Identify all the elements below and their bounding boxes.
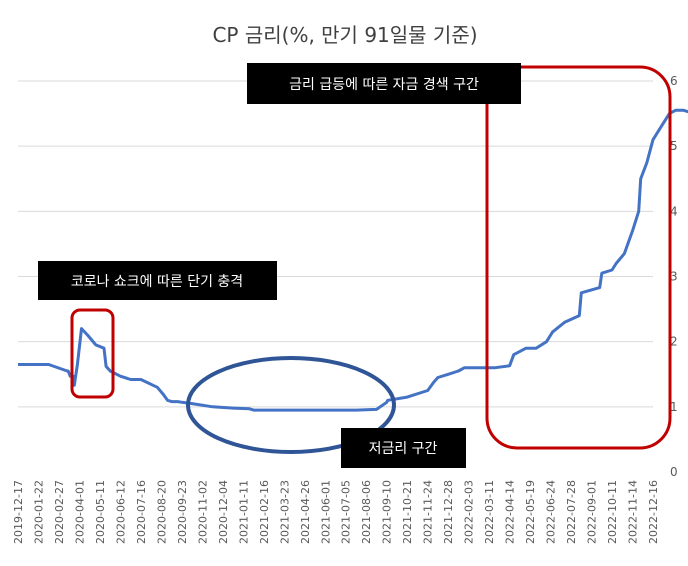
y-axis-ticks: 0 1 2 3 4 5 6 — [670, 74, 678, 479]
x-tick-label: 2022-05-19 — [524, 480, 537, 544]
x-tick-label: 2020-01-22 — [32, 480, 45, 544]
x-tick-label: 2021-01-11 — [237, 480, 250, 544]
y-tick-label: 2 — [670, 335, 678, 349]
callout-credit-crunch-text: 금리 급등에 따른 자금 경색 구간 — [289, 77, 479, 93]
x-tick-label: 2022-02-03 — [463, 480, 476, 544]
x-tick-label: 2022-09-01 — [586, 480, 599, 544]
x-tick-label: 2021-03-23 — [278, 480, 291, 544]
x-tick-label: 2021-09-10 — [381, 480, 394, 544]
x-tick-label: 2020-06-12 — [114, 480, 127, 544]
callout-credit-crunch: 금리 급등에 따른 자금 경색 구간 — [247, 63, 521, 104]
x-tick-label: 2022-03-11 — [483, 480, 496, 544]
y-tick-label: 3 — [670, 270, 678, 284]
callout-covid-shock: 코로나 쇼크에 따른 단기 충격 — [38, 261, 277, 300]
x-tick-label: 2019-12-17 — [12, 480, 25, 544]
x-tick-label: 2021-11-24 — [422, 480, 435, 544]
x-tick-label: 2020-11-02 — [196, 480, 209, 544]
x-tick-label: 2020-09-23 — [176, 480, 189, 544]
callout-low-rate-text: 저금리 구간 — [369, 441, 438, 457]
x-tick-label: 2022-07-28 — [565, 480, 578, 544]
y-tick-label: 6 — [670, 74, 678, 88]
x-tick-label: 2022-12-16 — [647, 480, 660, 544]
annotation-ellipse-low-rate — [186, 356, 396, 454]
x-tick-label: 2021-08-06 — [360, 480, 373, 544]
series-line-cp-rate — [18, 108, 688, 412]
y-tick-label: 1 — [670, 400, 678, 414]
x-tick-label: 2021-02-16 — [258, 480, 271, 544]
x-tick-label: 2021-12-28 — [442, 480, 455, 544]
x-tick-label: 2020-12-04 — [217, 480, 230, 544]
callout-low-rate: 저금리 구간 — [341, 428, 466, 468]
x-tick-label: 2022-11-14 — [627, 480, 640, 544]
annotation-box-covid-shock — [70, 308, 115, 399]
x-tick-label: 2021-10-21 — [401, 480, 414, 544]
x-tick-label: 2022-06-24 — [545, 480, 558, 544]
annotation-box-credit-crunch — [485, 65, 672, 450]
x-tick-label: 2020-07-16 — [135, 480, 148, 544]
x-axis-ticks: 2019-12-17 2020-01-22 2020-02-27 2020-04-01… — [12, 480, 660, 544]
y-tick-label: 0 — [670, 465, 678, 479]
x-tick-label: 2021-06-01 — [319, 480, 332, 544]
y-tick-label: 5 — [670, 139, 678, 153]
x-tick-label: 2020-04-01 — [73, 480, 86, 544]
x-tick-label: 2020-05-11 — [94, 480, 107, 544]
x-tick-label: 2022-04-14 — [504, 480, 517, 544]
chart-title: CP 금리(%, 만기 91일물 기준) — [212, 23, 477, 47]
y-tick-label: 4 — [670, 204, 678, 218]
x-tick-label: 2020-02-27 — [53, 480, 66, 544]
x-tick-label: 2020-08-20 — [155, 480, 168, 544]
x-tick-label: 2022-10-11 — [606, 480, 619, 544]
x-tick-label: 2021-07-05 — [340, 480, 353, 544]
callout-covid-shock-text: 코로나 쇼크에 따른 단기 충격 — [71, 274, 243, 290]
x-tick-label: 2021-04-26 — [299, 480, 312, 544]
